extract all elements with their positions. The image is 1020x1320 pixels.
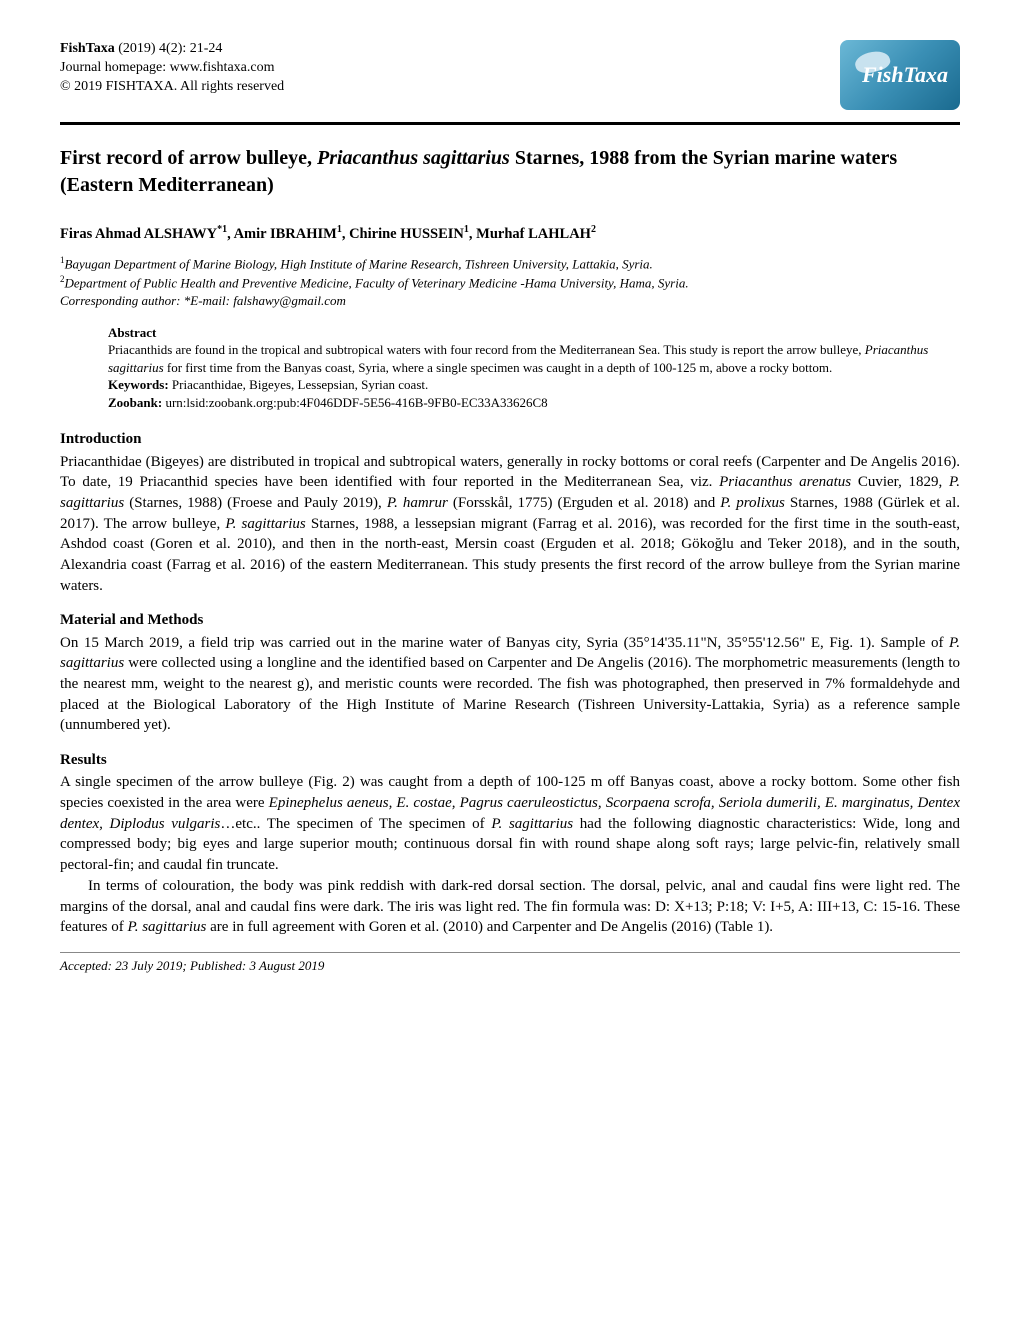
aff1: Bayugan Department of Marine Biology, Hi… <box>65 257 653 272</box>
abstract-pre: Priacanthids are found in the tropical a… <box>108 342 865 357</box>
zoobank-text: urn:lsid:zoobank.org:pub:4F046DDF-5E56-4… <box>162 395 547 410</box>
issue-info: (2019) 4(2): 21-24 <box>115 41 223 56</box>
results-sp2: P. sagittarius <box>127 919 206 935</box>
accepted-published-footer: Accepted: 23 July 2019; Published: 3 Aug… <box>60 952 960 975</box>
journal-logo: FishTaxa <box>840 40 960 110</box>
corresponding: Corresponding author: *E-mail: falshawy@… <box>60 293 346 308</box>
methods-heading: Material and Methods <box>60 610 960 630</box>
author-2: Amir IBRAHIM <box>234 226 337 242</box>
zoobank-label: Zoobank: <box>108 395 162 410</box>
results-p1: A single specimen of the arrow bulleye (… <box>60 772 960 875</box>
intro-heading: Introduction <box>60 429 960 449</box>
intro-sp1: Priacanthus arenatus <box>719 474 851 490</box>
keywords-line: Keywords: Priacanthidae, Bigeyes, Lessep… <box>108 376 960 394</box>
affiliations: 1Bayugan Department of Marine Biology, H… <box>60 254 960 309</box>
title-pre: First record of arrow bulleye, <box>60 147 317 169</box>
results-actual-t3: The specimen of <box>379 816 491 832</box>
methods-t2: were collected using a longline and the … <box>60 655 960 733</box>
article-title: First record of arrow bulleye, Priacanth… <box>60 145 960 199</box>
page-header: FishTaxa (2019) 4(2): 21-24 Journal home… <box>60 40 960 125</box>
intro-t4: (Forsskål, 1775) (Erguden et al. 2018) a… <box>448 495 720 511</box>
intro-paragraph: Priacanthidae (Bigeyes) are distributed … <box>60 452 960 597</box>
journal-homepage: Journal homepage: www.fishtaxa.com <box>60 59 840 78</box>
intro-t3: (Starnes, 1988) (Froese and Pauly 2019), <box>124 495 387 511</box>
intro-sp5: P. sagittarius <box>225 516 305 532</box>
author-3: Chirine HUSSEIN <box>349 226 464 242</box>
abstract-post: for first time from the Banyas coast, Sy… <box>164 360 833 375</box>
results-p2: In terms of colouration, the body was pi… <box>60 876 960 938</box>
intro-sp4: P. prolixus <box>720 495 785 511</box>
methods-paragraph: On 15 March 2019, a field trip was carri… <box>60 633 960 736</box>
author-4: Murhaf LAHLAH <box>476 226 591 242</box>
title-species: Priacanthus sagittarius <box>317 147 510 169</box>
header-meta: FishTaxa (2019) 4(2): 21-24 Journal home… <box>60 40 840 97</box>
results-t3pre: . The specimen of <box>257 816 379 832</box>
aff2: Department of Public Health and Preventi… <box>65 276 689 291</box>
author-1-sup: *1 <box>217 224 227 235</box>
results-t6: are in full agreement with Goren et al. … <box>206 919 773 935</box>
zoobank-line: Zoobank: urn:lsid:zoobank.org:pub:4F046D… <box>108 394 960 412</box>
abstract-block: Abstract Priacanthids are found in the t… <box>108 324 960 412</box>
authors-line: Firas Ahmad ALSHAWY*1, Amir IBRAHIM1, Ch… <box>60 223 960 244</box>
journal-issue: FishTaxa (2019) 4(2): 21-24 <box>60 40 840 59</box>
keywords-label: Keywords: <box>108 377 169 392</box>
journal-name: FishTaxa <box>60 41 115 56</box>
logo-text: FishTaxa <box>862 60 948 90</box>
intro-t2: Cuvier, 1829, <box>851 474 949 490</box>
results-t2: …etc. <box>220 816 256 832</box>
author-2-sup: 1 <box>337 224 342 235</box>
author-1: Firas Ahmad ALSHAWY <box>60 226 217 242</box>
author-4-sup: 2 <box>591 224 596 235</box>
keywords-text: Priacanthidae, Bigeyes, Lessepsian, Syri… <box>169 377 429 392</box>
abstract-label: Abstract <box>108 325 156 340</box>
abstract-text: Priacanthids are found in the tropical a… <box>108 341 960 376</box>
journal-copyright: © 2019 FISHTAXA. All rights reserved <box>60 78 840 97</box>
intro-sp3: P. hamrur <box>387 495 448 511</box>
results-heading: Results <box>60 750 960 770</box>
results-sp1: P. sagittarius <box>491 816 573 832</box>
methods-t1: On 15 March 2019, a field trip was carri… <box>60 635 949 651</box>
author-3-sup: 1 <box>464 224 469 235</box>
